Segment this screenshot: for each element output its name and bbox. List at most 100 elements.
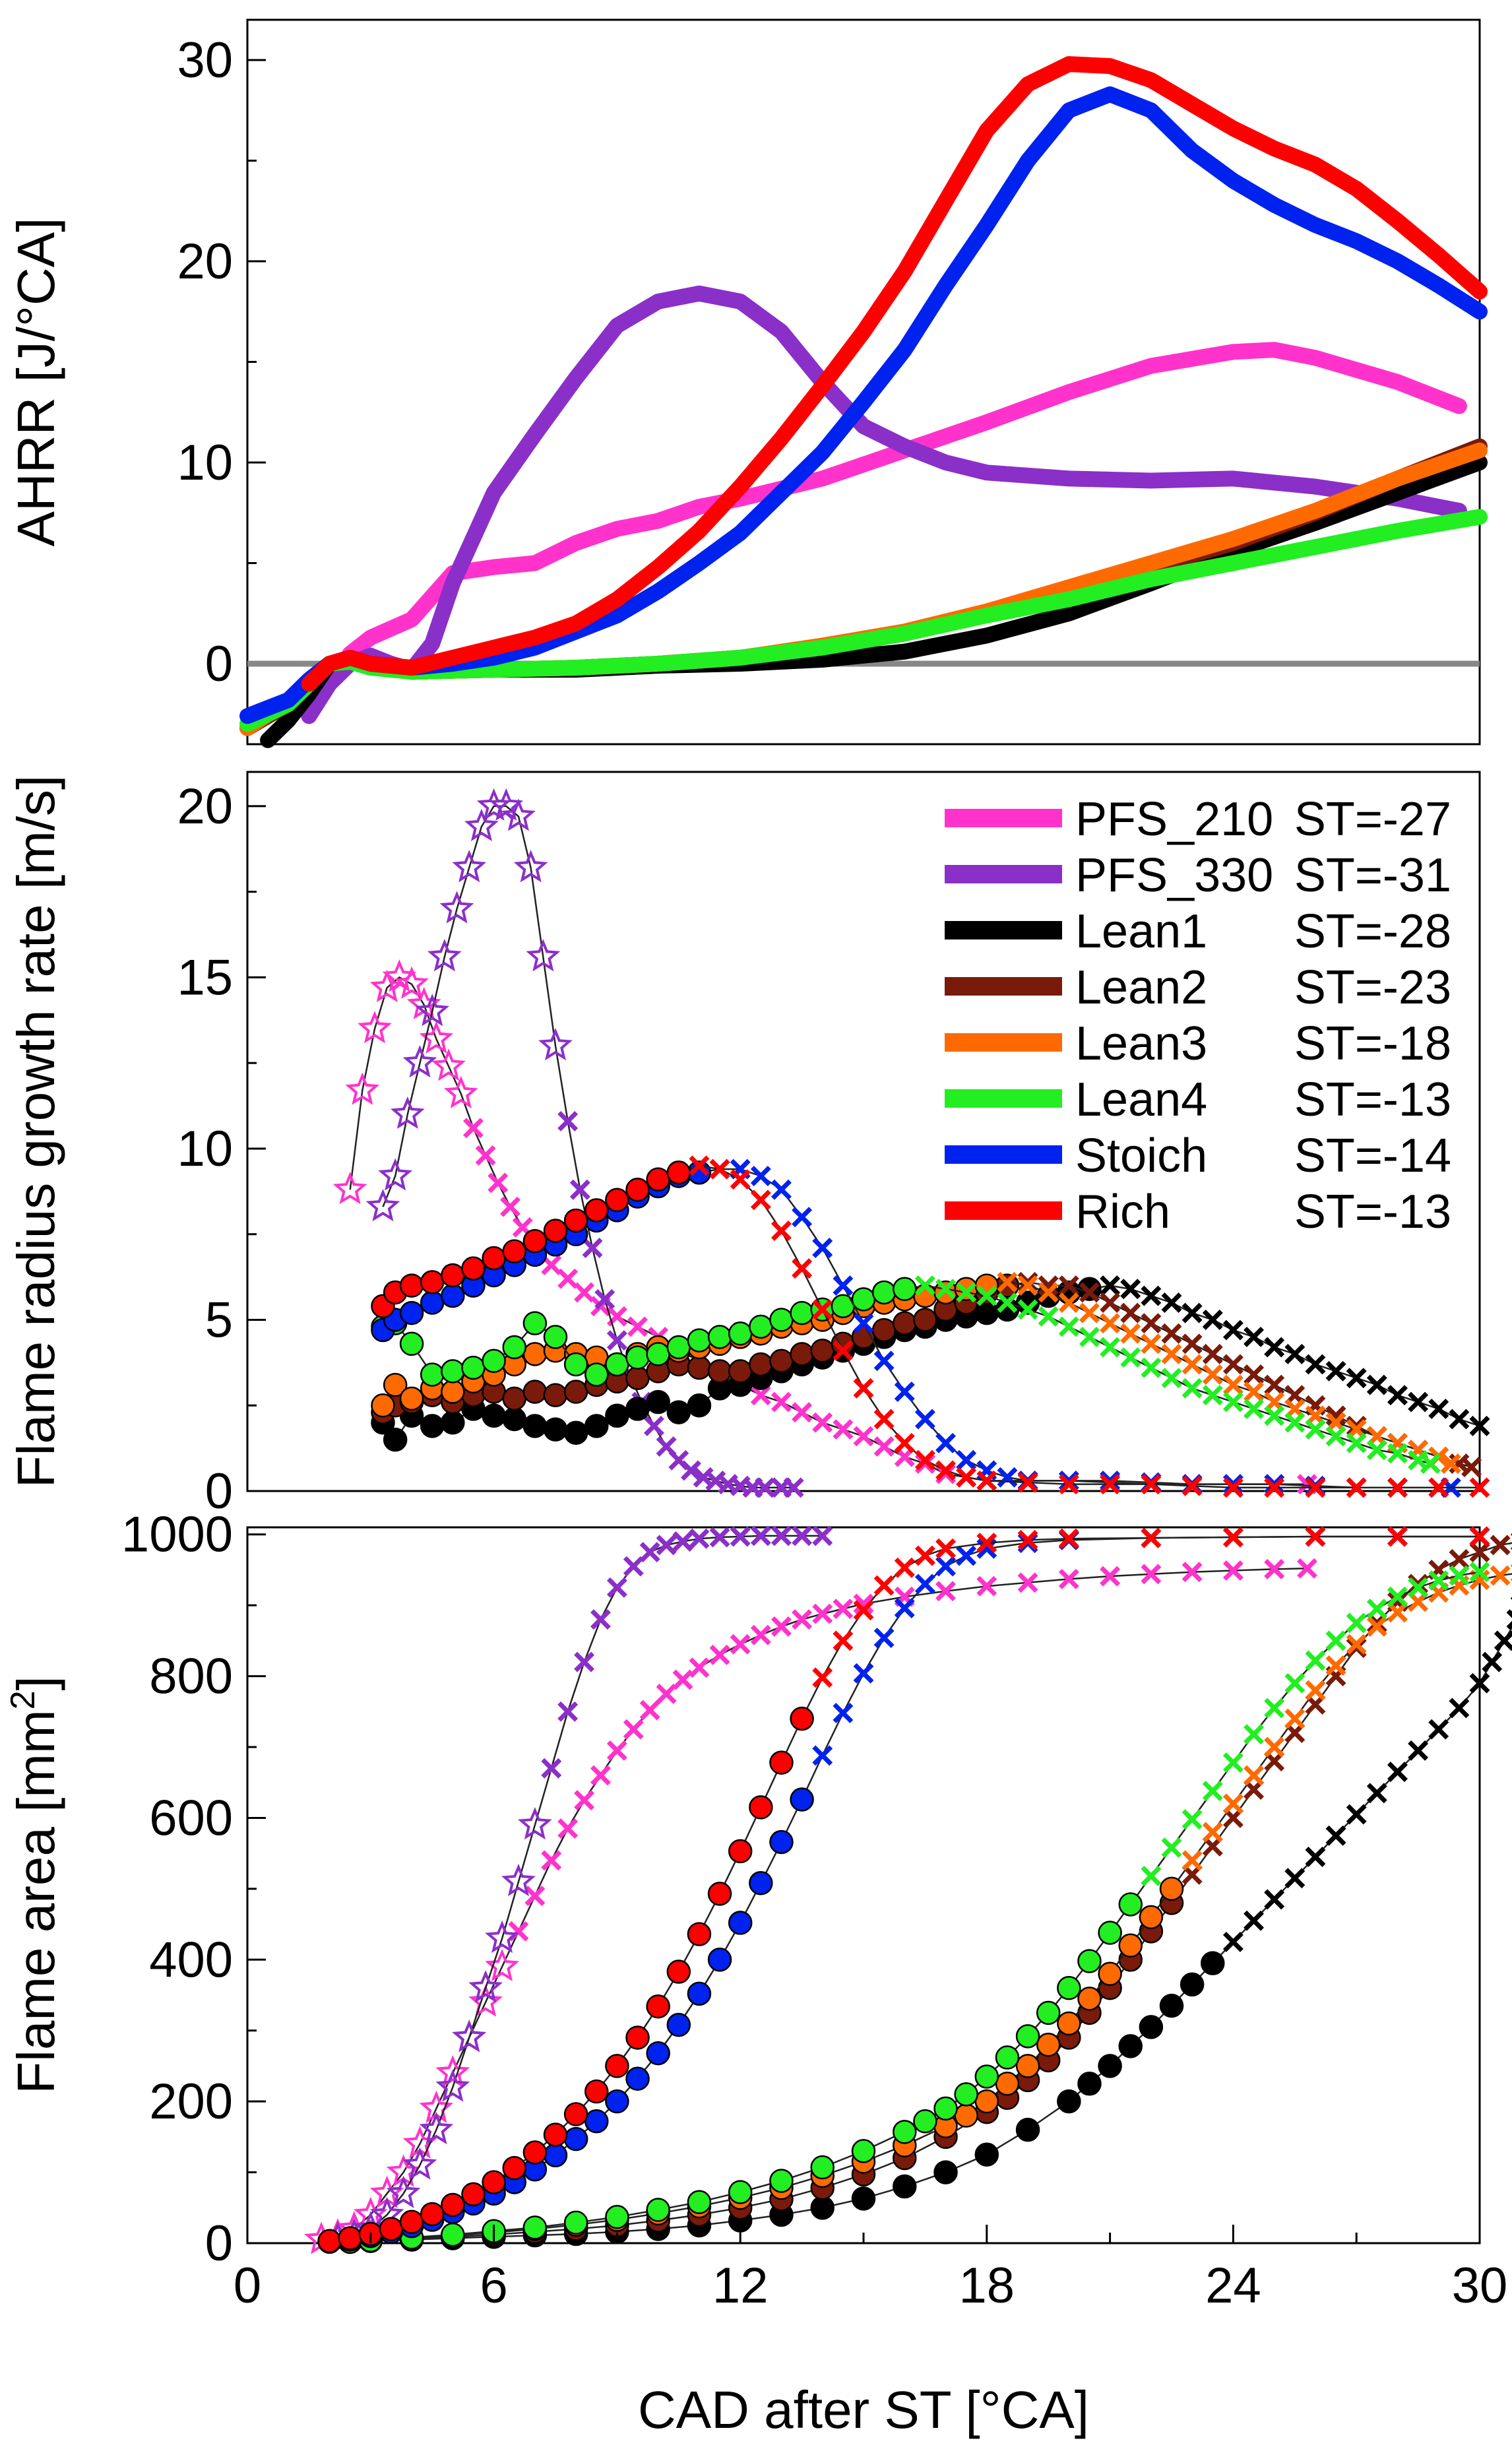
area-marker-Stoich [873,1628,895,1649]
area-marker-Rich [1141,1527,1162,1548]
legend-st-PFS_330: ST=-31 [1294,849,1451,902]
area-marker-Lean4 [954,2082,978,2107]
area-marker-PFS_210 [541,1850,562,1871]
growth-marker-Rich [584,1198,609,1223]
area-marker-Lean4 [1202,1781,1223,1802]
area-marker-Lean4 [1098,1921,1122,1945]
growth-marker-PFS_210 [475,1145,496,1166]
growth-marker-Lean4 [997,1292,1018,1313]
area-marker-Lean1 [893,2174,917,2199]
growth-marker-Lean1 [1325,1360,1346,1382]
growth-marker-Lean1 [383,1427,408,1452]
growth-marker-Lean2 [749,1352,773,1377]
legend-name-Lean4: Lean4 [1075,1073,1207,1126]
growth-marker-Lean4 [976,1285,997,1306]
area-marker-Rich [812,1667,833,1688]
area-marker-PFS_210 [672,1669,693,1690]
area-marker-Lean1 [1284,1868,1306,1889]
growth-marker-Rich [543,1219,568,1243]
legend-st-Lean3: ST=-18 [1294,1017,1451,1070]
area-marker-PFS_330 [672,1531,693,1552]
growth-marker-PFS_210 [443,1075,478,1108]
area-marker-Rich [338,2226,362,2250]
growth-marker-Lean3 [383,1372,408,1397]
area-marker-Lean3 [1159,1876,1184,1901]
growth-marker-Rich [730,1169,751,1190]
area-marker-PFS_210 [771,1616,792,1637]
growth-marker-Rich [689,1155,710,1176]
growth-marker-Lean4 [666,1335,691,1360]
area-marker-Rich [482,2170,506,2194]
growth-marker-Lean1 [1222,1320,1244,1341]
y-tick-label: 600 [149,1790,233,1846]
area-marker-Rich [894,1557,915,1578]
growth-marker-Lean3 [1141,1333,1162,1354]
area-marker-PFS_210 [435,2055,470,2088]
growth-marker-Lean4 [1387,1443,1408,1464]
area-marker-Lean1 [1222,1931,1244,1952]
area-marker-PFS_330 [812,1525,833,1546]
growth-marker-PFS_330 [538,1027,573,1061]
area-marker-Rich [399,2210,424,2235]
area-marker-Stoich [769,1829,794,1855]
area-marker-Lean3 [1490,1565,1511,1586]
y-tick-label: 10 [177,1121,233,1177]
area-marker-Stoich [894,1597,915,1618]
y-tick-label: 400 [149,1932,233,1988]
growth-marker-Lean1 [522,1414,548,1438]
y-tick-label: 200 [149,2074,233,2130]
growth-marker-Lean4 [399,1331,424,1356]
area-marker-PFS_330 [709,1527,730,1548]
area-marker-Lean4 [769,2169,794,2193]
x-tick-label: 18 [959,2258,1015,2314]
area-marker-Lean3 [1139,1905,1164,1930]
area-marker-Lean1 [1201,1951,1225,1975]
area-marker-PFS_210 [976,1575,997,1597]
area-marker-Lean3 [1077,1987,1102,2011]
growth-y-label: Flame radius growth rate [m/s] [7,775,65,1488]
area-marker-Lean4 [995,2045,1020,2070]
area-marker-Lean1 [1482,1651,1503,1672]
growth-marker-Lean2 [871,1318,897,1343]
growth-marker-PFS_330 [427,939,462,972]
growth-marker-Lean1 [1284,1343,1306,1364]
area-marker-Lean4 [1181,1809,1203,1830]
legend-st-PFS_210: ST=-27 [1294,793,1451,846]
area-marker-Lean4 [1408,1577,1429,1598]
area-marker-PFS_330 [541,1758,562,1779]
growth-marker-Rich [482,1246,506,1271]
area-marker-PFS_210 [1297,1558,1317,1579]
growth-marker-PFS_210 [914,1453,935,1474]
area-marker-Rich [605,2054,629,2078]
area-marker-Lean4 [1077,1949,1102,1973]
growth-plot-frame [246,771,1481,1492]
growth-marker-Lean4 [956,1282,977,1303]
area-marker-Lean4 [1244,1724,1265,1745]
area-marker-Lean1 [1469,1672,1490,1694]
growth-marker-Lean1 [1120,1279,1141,1300]
area-marker-Lean4 [1141,1866,1162,1887]
x-tick-label: 24 [1205,2258,1261,2314]
area-marker-Lean1 [1346,1804,1367,1825]
y-tick-label: 0 [205,2215,233,2272]
area-marker-Rich [502,2155,526,2180]
area-marker-Stoich [605,2089,629,2114]
area-marker-Stoich [833,1702,854,1723]
growth-marker-Stoich [853,1313,874,1334]
area-marker-Lean1 [1180,1972,1205,1997]
growth-marker-Stoich [750,1166,771,1186]
growth-marker-PFS_330 [681,1460,701,1481]
growth-marker-PFS_330 [755,1477,776,1498]
area-marker-Lean3 [1015,2054,1040,2078]
y-tick-label: 0 [205,1463,233,1519]
growth-marker-Lean1 [563,1420,588,1446]
growth-marker-Lean1 [1469,1415,1490,1436]
area-marker-Lean4 [1366,1599,1387,1620]
growth-marker-Rich [812,1299,833,1320]
growth-marker-Rich [563,1208,588,1233]
area-marker-Lean1 [1325,1825,1346,1846]
growth-marker-Lean3 [933,1280,958,1305]
area-marker-Rich [790,1706,814,1731]
growth-marker-PFS_330 [365,1188,400,1222]
growth-marker-Rich [625,1177,650,1202]
